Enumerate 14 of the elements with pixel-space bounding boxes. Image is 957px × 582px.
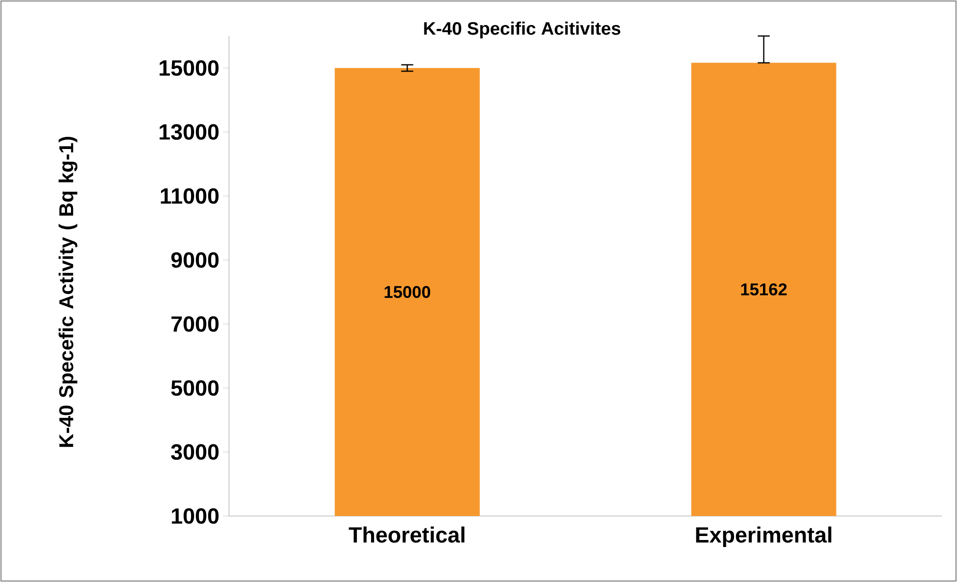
y-tick-label: 1000 bbox=[172, 508, 219, 524]
y-tick-label: 5000 bbox=[171, 380, 219, 396]
y-tick-label: 3000 bbox=[171, 444, 219, 460]
y-axis-title: K-40 Specefic Activity ( Bq kg-1) bbox=[58, 136, 78, 447]
y-tick-label: 15000 bbox=[160, 60, 219, 76]
y-tick-label: 13000 bbox=[160, 124, 219, 140]
x-tick-label: Experimental bbox=[696, 526, 832, 548]
y-tick-label: 11000 bbox=[160, 188, 219, 204]
y-tick-label: 7000 bbox=[171, 316, 219, 332]
y-tick-label: 9000 bbox=[171, 252, 219, 268]
data-label: 15162 bbox=[741, 283, 787, 296]
data-label: 15000 bbox=[384, 286, 430, 298]
x-tick-label: Theoretical bbox=[348, 526, 464, 543]
chart-title: K-40 Specific Acitivites bbox=[424, 22, 620, 38]
